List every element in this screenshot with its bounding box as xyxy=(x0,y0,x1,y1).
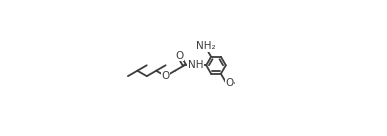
Text: NH₂: NH₂ xyxy=(196,41,216,51)
Text: O: O xyxy=(175,51,183,61)
Text: O: O xyxy=(161,71,170,81)
Text: O: O xyxy=(226,78,234,88)
Text: NH: NH xyxy=(188,60,203,70)
